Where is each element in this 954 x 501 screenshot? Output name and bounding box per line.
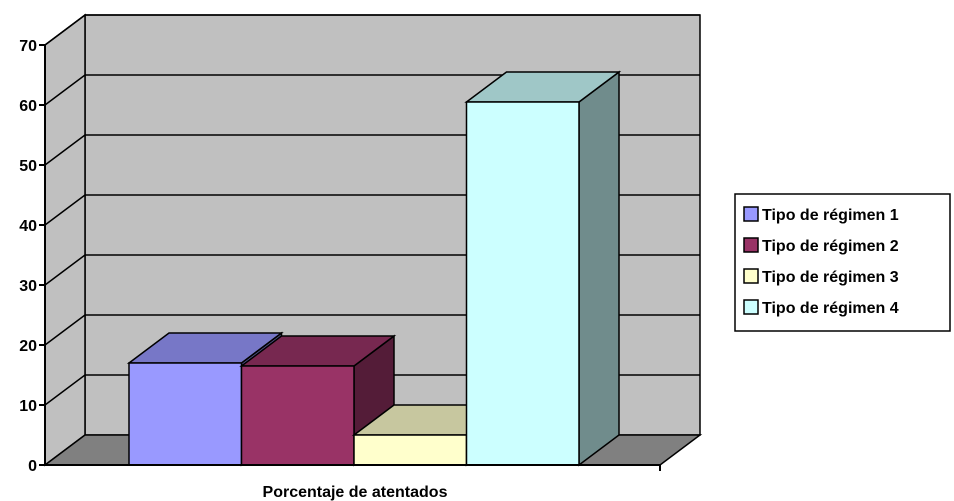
bar-front xyxy=(128,362,243,466)
y-axis: 0 10 20 30 40 50 60 70 xyxy=(19,38,46,475)
bar-front xyxy=(353,434,468,466)
y-tick-label: 20 xyxy=(19,338,37,355)
legend-item: Tipo de régimen 3 xyxy=(743,268,899,286)
y-tick-label: 40 xyxy=(19,218,37,235)
legend-swatch xyxy=(743,206,759,222)
legend-label: Tipo de régimen 4 xyxy=(762,300,899,317)
y-tick-label: 0 xyxy=(28,458,37,475)
legend-label: Tipo de régimen 1 xyxy=(762,207,899,224)
bars xyxy=(126,70,622,467)
legend-item: Tipo de régimen 2 xyxy=(743,237,899,255)
legend-swatch xyxy=(743,299,759,315)
legend-label: Tipo de régimen 2 xyxy=(762,238,899,255)
x-axis: Porcentaje de atentados xyxy=(45,464,661,501)
y-tick-label: 60 xyxy=(19,98,37,115)
legend-label: Tipo de régimen 3 xyxy=(762,269,899,286)
y-tick-label: 70 xyxy=(19,38,37,55)
bar-side xyxy=(578,70,620,467)
legend-item: Tipo de régimen 1 xyxy=(743,206,899,224)
legend-item: Tipo de régimen 4 xyxy=(743,299,899,317)
y-tick-label: 50 xyxy=(19,158,37,175)
legend-box xyxy=(734,193,951,332)
legend: Tipo de régimen 1 Tipo de régimen 2 Tipo d… xyxy=(734,193,951,332)
x-axis-label: Porcentaje de atentados xyxy=(263,484,448,501)
bar-front xyxy=(465,101,580,466)
y-tick-label: 10 xyxy=(19,398,37,415)
bar-4 xyxy=(464,70,622,467)
y-tick-label: 30 xyxy=(19,278,37,295)
gridline xyxy=(44,14,700,46)
side-wall xyxy=(44,13,86,467)
legend-swatch xyxy=(743,237,759,253)
bar-front xyxy=(240,365,355,466)
gridline xyxy=(44,74,700,106)
legend-swatch xyxy=(743,268,759,284)
